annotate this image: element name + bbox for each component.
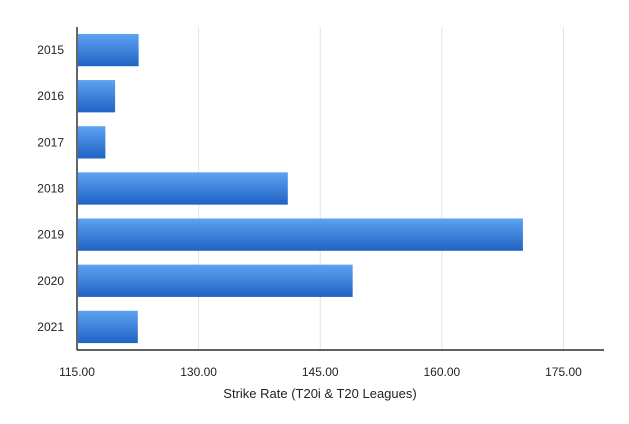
x-tick-label: 175.00 [545,365,582,379]
bar-2016 [78,80,116,113]
tick-labels: 115.00 130.00 145.00 160.00 175.00 2015 2016 20… [37,43,582,379]
y-tick-label: 2021 [37,320,64,334]
axes [76,27,604,351]
x-tick-label: 160.00 [423,365,460,379]
y-tick-label: 2018 [37,182,64,196]
x-axis-title: Strike Rate (T20i & T20 Leagues) [223,386,416,401]
bar-2019 [78,218,523,251]
y-tick-label: 2016 [37,89,64,103]
y-tick-label: 2017 [37,135,64,149]
x-tick-label: 145.00 [302,365,339,379]
y-tick-label: 2015 [37,43,64,57]
x-tick-label: 115.00 [59,365,95,379]
bar-2015 [78,33,139,67]
y-tick-label: 2020 [37,274,64,288]
bar-2021 [78,310,138,344]
x-tick-label: 130.00 [180,365,217,379]
bar-2017 [78,126,106,159]
bar-2018 [78,172,288,205]
y-tick-label: 2019 [37,228,64,242]
bar-2020 [78,264,353,297]
bars [78,33,523,344]
